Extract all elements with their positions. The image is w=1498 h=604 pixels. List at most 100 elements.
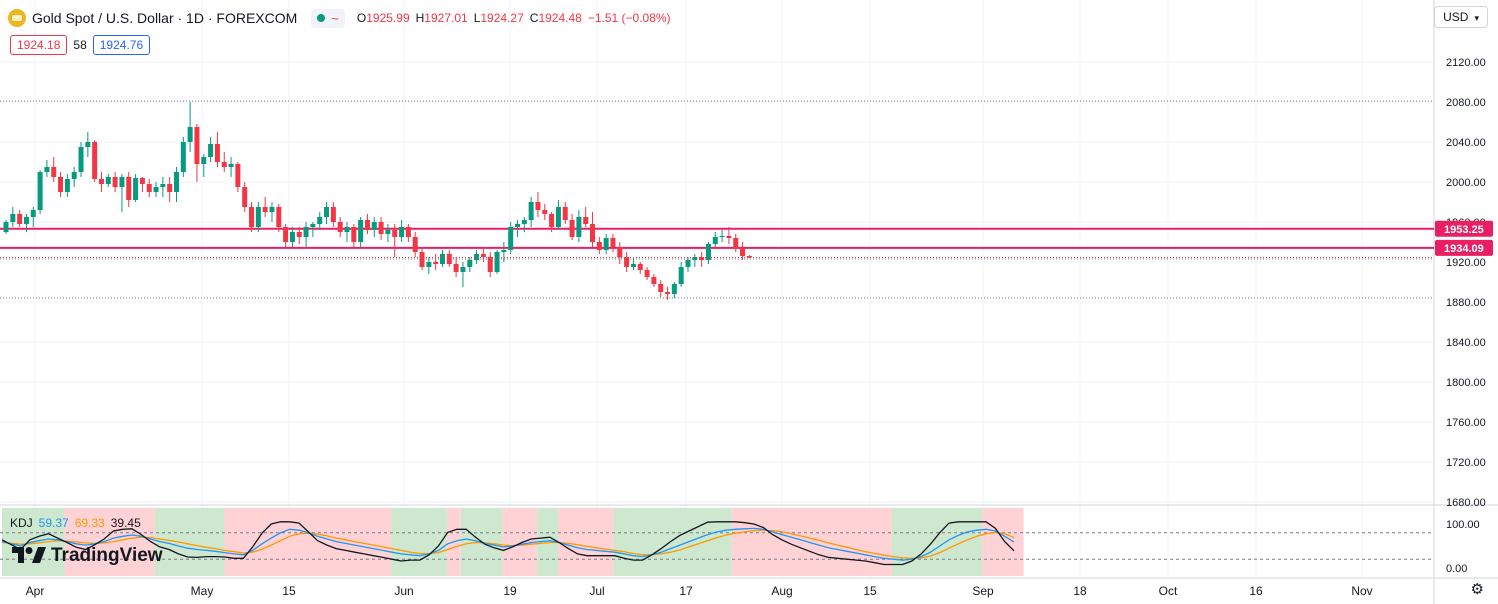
price-tick-label: 1880.00 <box>1446 297 1486 309</box>
candles <box>3 102 752 300</box>
candle-body <box>139 178 145 184</box>
candle-body <box>494 252 500 272</box>
candle-body <box>153 187 159 192</box>
candle-body <box>617 247 623 257</box>
candle-body <box>746 256 752 258</box>
candle-body <box>555 207 561 227</box>
candle-body <box>296 232 302 237</box>
kdj-k-value: 59.37 <box>38 516 69 530</box>
time-tick-label: Oct <box>1159 584 1178 598</box>
settings-gear-icon[interactable]: ⚙ <box>1470 581 1484 598</box>
market-status[interactable]: ~ <box>311 8 345 28</box>
kdj-legend[interactable]: KDJ 59.37 69.33 39.45 <box>10 516 141 530</box>
candle-body <box>596 242 602 250</box>
spread-value: 58 <box>73 38 87 52</box>
candle-body <box>419 252 425 267</box>
candle-body <box>705 244 711 260</box>
candle-body <box>78 147 84 172</box>
ohlc-high: H1927.01 <box>415 11 468 25</box>
sell-price-button[interactable]: 1924.18 <box>10 35 68 55</box>
currency-selector[interactable]: USD ▾ <box>1434 6 1488 28</box>
hline-price-badge <box>1435 220 1493 237</box>
time-tick-label: 19 <box>503 584 517 598</box>
candle-body <box>44 167 50 172</box>
symbol-title[interactable]: Gold Spot / U.S. Dollar · 1D · FOREXCOM <box>32 10 298 26</box>
currency-label: USD <box>1443 10 1469 24</box>
candle-body <box>344 227 350 232</box>
price-change: −1.51 (−0.08%) <box>587 11 671 25</box>
candle-body <box>187 127 193 142</box>
hline-price-label: 1953.25 <box>1444 224 1484 236</box>
price-tick-label: 1920.00 <box>1446 257 1486 269</box>
kdj-j-value: 39.45 <box>110 516 141 530</box>
candle-body <box>392 230 398 237</box>
candle-body <box>678 267 684 284</box>
candle-body <box>658 284 664 292</box>
candle-body <box>30 210 36 217</box>
tradingview-logo[interactable]: TradingView <box>12 545 163 567</box>
symbol-header[interactable]: Gold Spot / U.S. Dollar · 1D · FOREXCOM … <box>8 7 671 29</box>
hline-price-badge <box>1435 239 1493 256</box>
candle-body <box>317 217 323 224</box>
time-tick-label: 17 <box>679 584 693 598</box>
candle-body <box>289 232 295 242</box>
candle-body <box>692 257 698 260</box>
kdj-j-line <box>1 521 1015 566</box>
candle-body <box>98 179 104 184</box>
candle-body <box>528 202 534 220</box>
tradingview-logo-text: TradingView <box>51 545 163 566</box>
candle-body <box>119 177 125 187</box>
time-tick-label: 15 <box>282 584 296 598</box>
candle-body <box>665 292 671 294</box>
delayed-wave-icon: ~ <box>331 10 339 26</box>
candle-body <box>160 184 166 187</box>
time-tick-label: Sep <box>972 584 994 598</box>
kdj-name: KDJ <box>10 516 33 530</box>
kdj-tick-label: 0.00 <box>1446 563 1467 575</box>
candle-body <box>624 257 630 267</box>
candle-body <box>146 184 152 192</box>
candle-body <box>699 257 705 260</box>
candle-body <box>603 238 609 250</box>
trade-prices: 1924.18 58 1924.76 <box>10 35 151 55</box>
candle-body <box>671 284 677 294</box>
candle-body <box>405 227 411 237</box>
candle-body <box>64 179 70 192</box>
candle-body <box>453 264 459 272</box>
kdj-background-block <box>224 508 392 576</box>
candle-body <box>399 227 405 237</box>
price-tick-label: 2000.00 <box>1446 177 1486 189</box>
ohlc-low: L1924.27 <box>473 11 524 25</box>
candle-body <box>576 217 582 237</box>
candle-body <box>474 254 480 260</box>
candle-body <box>262 207 268 212</box>
candle-body <box>685 260 691 267</box>
candle-body <box>85 142 91 147</box>
candle-body <box>133 178 139 200</box>
candle-body <box>719 236 725 237</box>
candle-body <box>480 254 486 257</box>
candle-body <box>310 224 316 227</box>
candle-body <box>105 177 111 184</box>
candle-body <box>610 238 616 247</box>
buy-price-button[interactable]: 1924.76 <box>92 35 151 55</box>
candle-body <box>515 224 520 227</box>
kdj-background-block <box>731 508 892 576</box>
candle-body <box>487 257 493 272</box>
time-tick-label: Apr <box>26 584 45 598</box>
candle-body <box>58 177 64 192</box>
candle-body <box>467 260 473 267</box>
candle-body <box>10 214 16 222</box>
candle-body <box>255 207 261 227</box>
candle-body <box>433 262 439 264</box>
candle-body <box>51 167 57 177</box>
time-axis: Apr May 15 Jun 19 Jul 17 Aug 15 Sep 18 Oct 16 Nov <box>26 584 1373 598</box>
candle-body <box>637 264 643 270</box>
candle-body <box>644 270 650 277</box>
candle-body <box>283 227 289 242</box>
price-axis: 2120.002080.002040.002000.001960.001920.… <box>1435 57 1493 509</box>
market-open-dot-icon <box>317 14 326 22</box>
candle-body <box>324 207 330 217</box>
candle-body <box>740 248 746 256</box>
